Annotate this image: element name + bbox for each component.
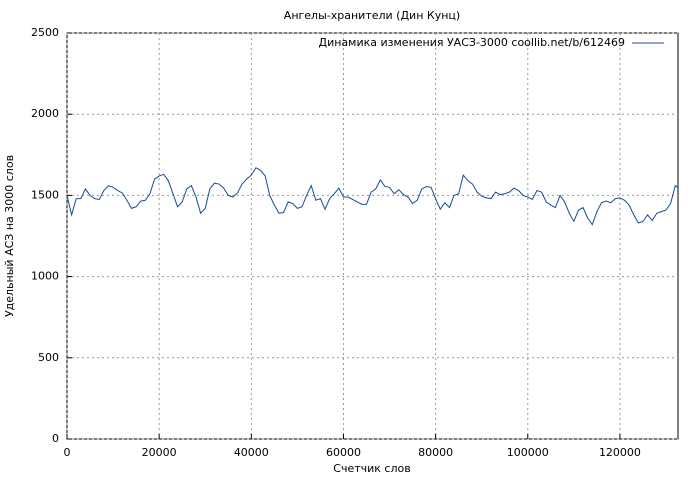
data-line (66, 167, 679, 226)
x-tick-label: 0 (64, 446, 71, 459)
y-tick-label: 1500 (31, 188, 59, 201)
y-tick-label: 1000 (31, 270, 59, 283)
x-axis-label: Счетчик слов (333, 462, 410, 475)
x-tick-label: 100000 (507, 446, 549, 459)
y-tick-label: 0 (52, 432, 59, 445)
x-tick-label: 40000 (234, 446, 269, 459)
y-tick-label: 2500 (31, 26, 59, 39)
x-tick-label: 120000 (599, 446, 641, 459)
plot-frame (66, 32, 679, 440)
y-tick-label: 2000 (31, 107, 59, 120)
x-tick-label: 80000 (418, 446, 453, 459)
x-tick-label: 60000 (326, 446, 361, 459)
legend-label: Динамика изменения УАСЗ-3000 coollib.net… (319, 36, 626, 49)
y-axis-label: Удельный АСЗ на 3000 слов (3, 155, 16, 317)
chart-title: Ангелы-хранители (Дин Кунц) (284, 9, 460, 22)
x-tick-label: 20000 (142, 446, 177, 459)
y-tick-label: 500 (38, 351, 59, 364)
